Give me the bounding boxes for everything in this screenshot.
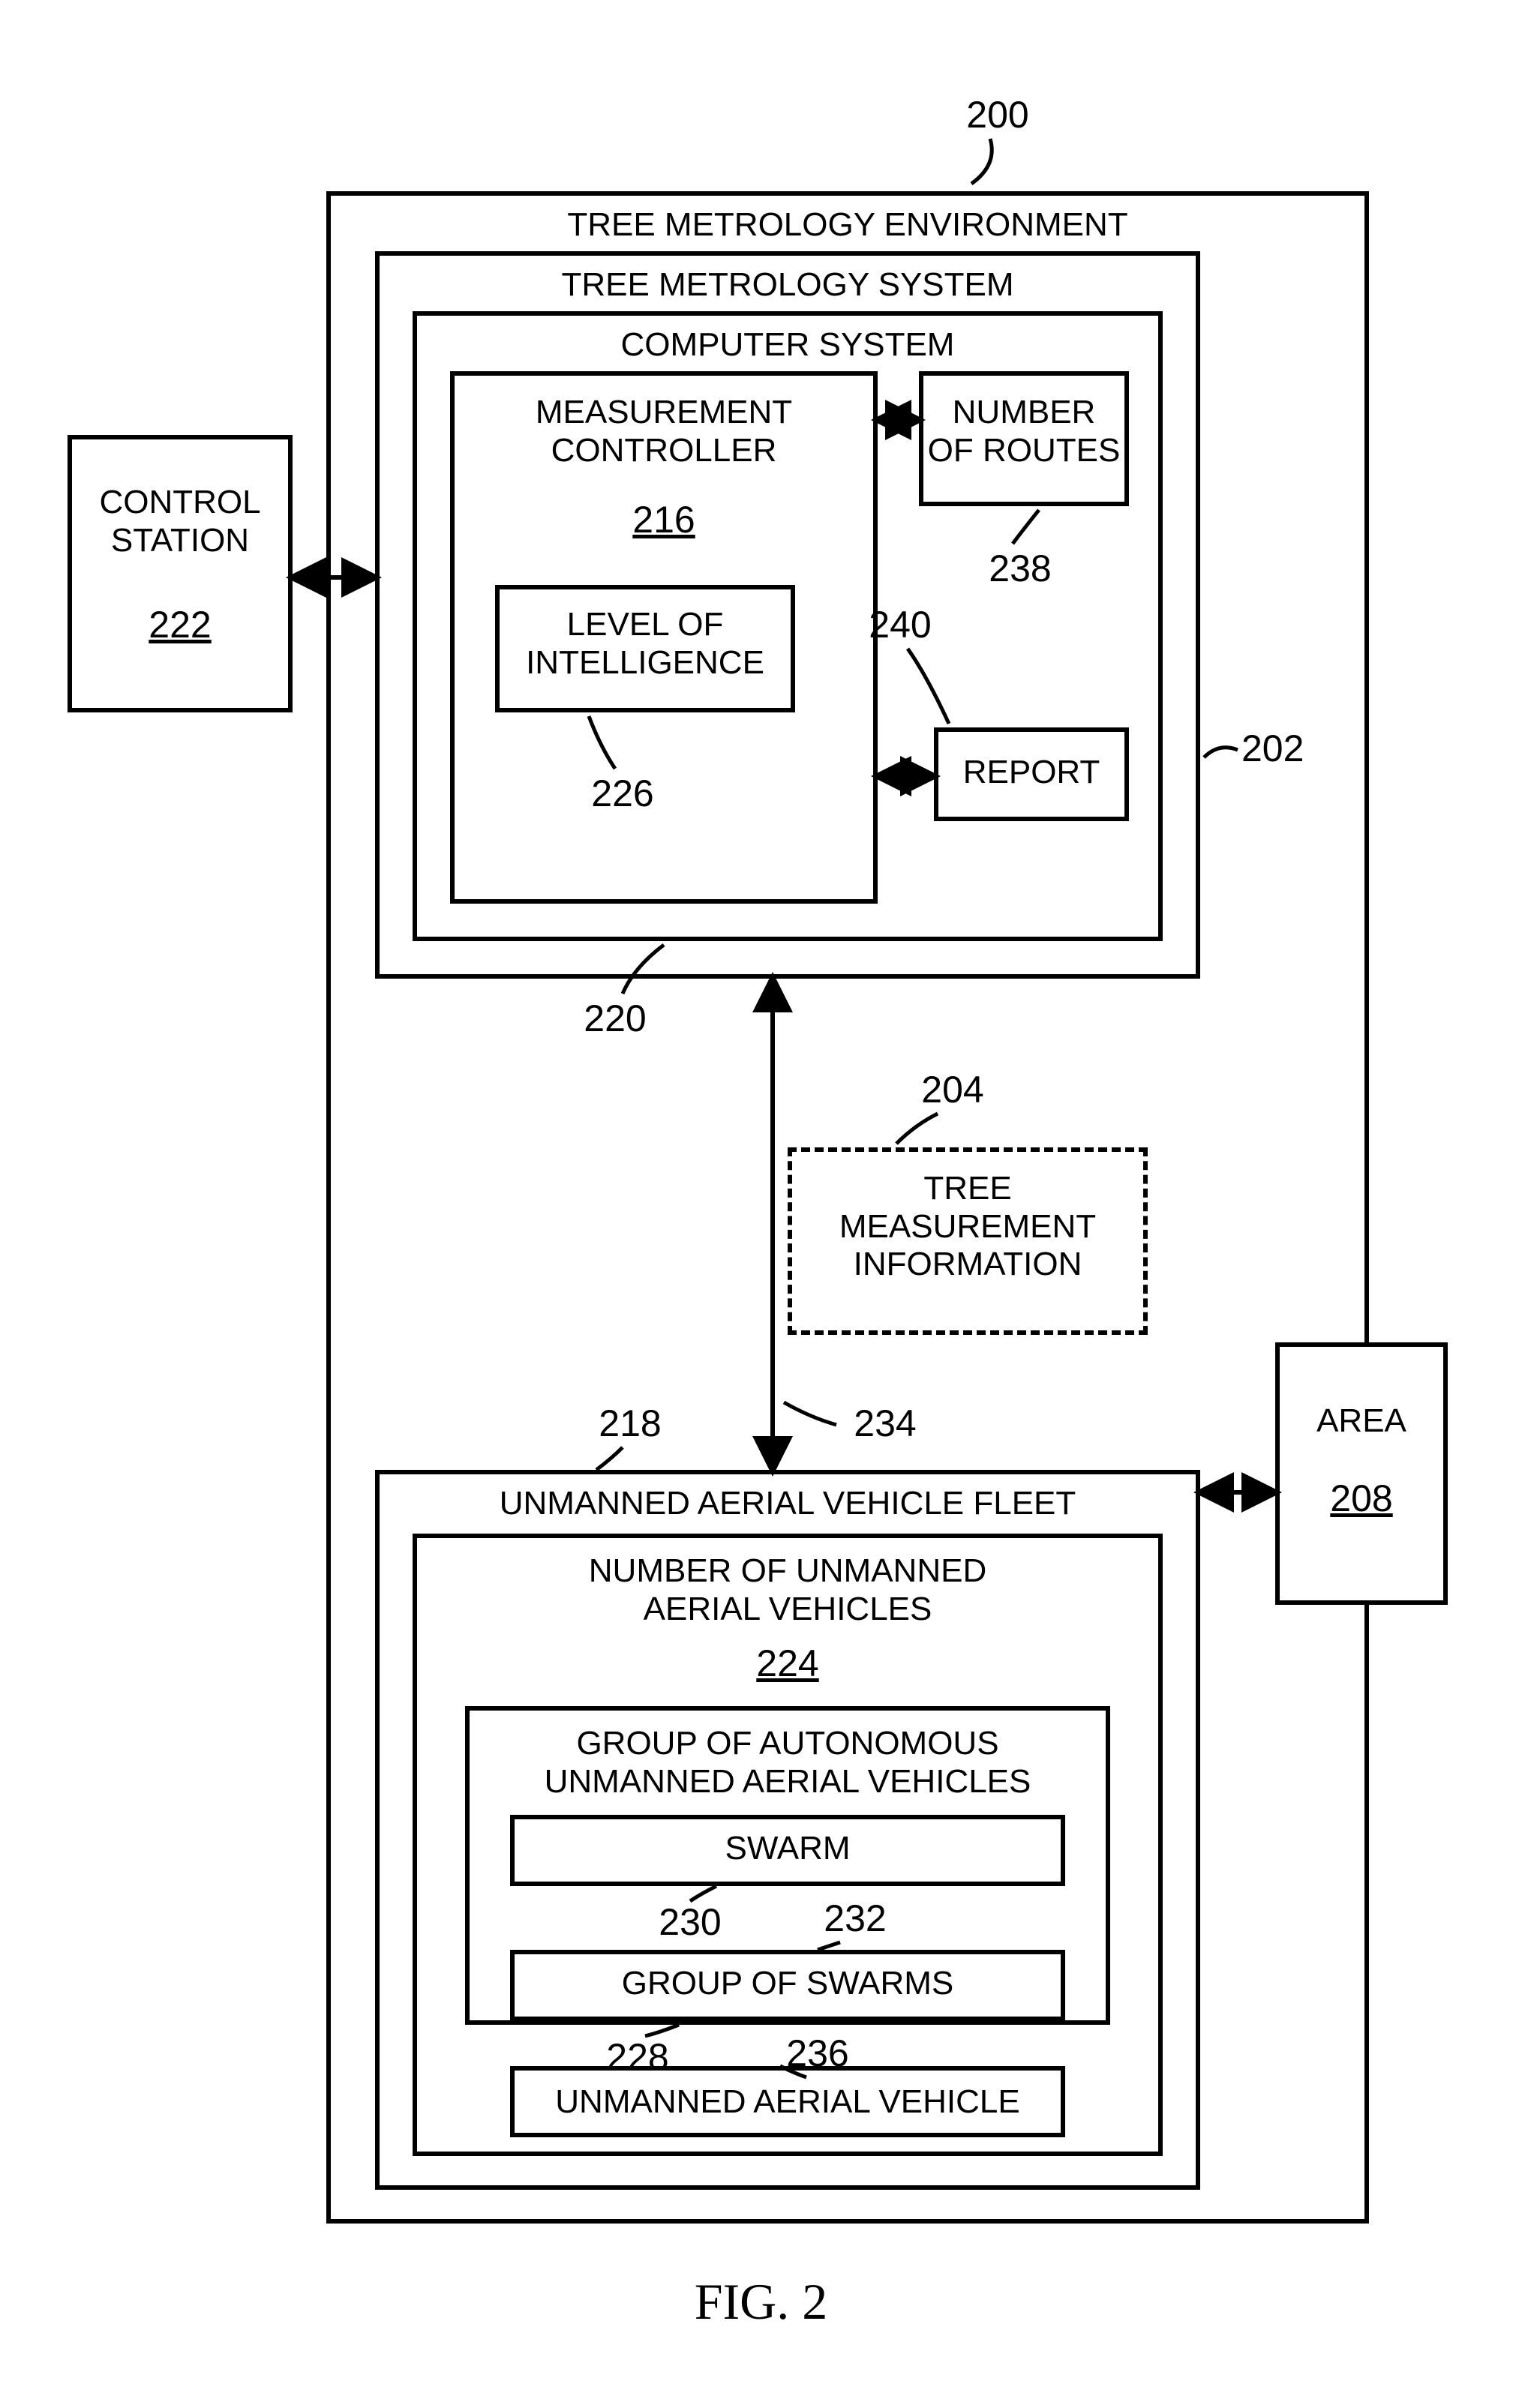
- ref-226: 226: [578, 772, 668, 816]
- ref-236: 236: [773, 2032, 863, 2076]
- ref-204: 204: [908, 1069, 998, 1112]
- level-label: LEVEL OF INTELLIGENCE: [495, 606, 795, 682]
- report-label: REPORT: [934, 754, 1129, 792]
- group-swarms-label: GROUP OF SWARMS: [510, 1965, 1065, 2003]
- area-box: [1275, 1342, 1448, 1605]
- fleet-label: UNMANNED AERIAL VEHICLE FLEET: [375, 1485, 1200, 1523]
- ref-230: 230: [645, 1901, 735, 1945]
- area-ref: 208: [1275, 1477, 1448, 1521]
- ref-238: 238: [975, 547, 1065, 591]
- ref-218: 218: [585, 1402, 675, 1446]
- figure-caption: FIG. 2: [0, 2272, 1522, 2331]
- ref-228: 228: [593, 2036, 683, 2080]
- swarm-label: SWARM: [510, 1830, 1065, 1868]
- ref-240: 240: [855, 604, 945, 647]
- meas-ctrl-label: MEASUREMENT CONTROLLER: [450, 394, 878, 469]
- numuav-label: NUMBER OF UNMANNED AERIAL VEHICLES: [413, 1552, 1163, 1628]
- control-box: [68, 435, 293, 712]
- uav-label: UNMANNED AERIAL VEHICLE: [510, 2083, 1065, 2122]
- ref-202: 202: [1241, 727, 1331, 771]
- numuav-ref: 224: [413, 1642, 1163, 1686]
- control-label: CONTROL STATION: [68, 484, 293, 559]
- computer-label: COMPUTER SYSTEM: [413, 326, 1163, 364]
- group-auto-label: GROUP OF AUTONOMOUS UNMANNED AERIAL VEHI…: [465, 1725, 1110, 1801]
- ref-220: 220: [570, 997, 660, 1041]
- ref-200: 200: [953, 94, 1043, 137]
- routes-label: NUMBER OF ROUTES: [919, 394, 1129, 469]
- control-ref: 222: [68, 604, 293, 647]
- area-label: AREA: [1275, 1402, 1448, 1441]
- system-label: TREE METROLOGY SYSTEM: [375, 266, 1200, 304]
- ref-232: 232: [810, 1897, 900, 1941]
- tmi-label: TREE MEASUREMENT INFORMATION: [788, 1170, 1148, 1284]
- meas-ctrl-ref: 216: [450, 499, 878, 542]
- env-label: TREE METROLOGY ENVIRONMENT: [326, 206, 1369, 244]
- ref-234: 234: [840, 1402, 930, 1446]
